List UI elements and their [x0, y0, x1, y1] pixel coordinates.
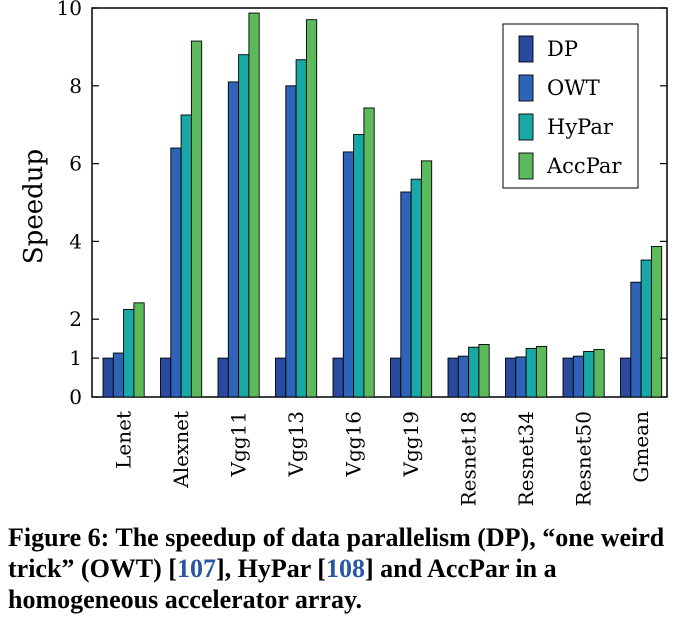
bar-hypar-lenet [123, 309, 135, 398]
y-tick-label: 6 [69, 152, 82, 176]
legend-label-dp: DP [547, 37, 578, 61]
bar-owt-resnet50 [572, 355, 585, 398]
bar-accpar-alexnet [190, 40, 203, 398]
bar-hypar-gmean [640, 259, 652, 398]
legend-swatch-dp [518, 35, 534, 63]
x-tick-label-gmean: Gmean [629, 411, 653, 483]
legend-swatch-owt [518, 74, 534, 102]
bar-dp-vgg13 [275, 357, 287, 398]
bar-accpar-resnet34 [535, 345, 548, 398]
bar-accpar-vgg11 [248, 12, 260, 398]
bar-owt-vgg13 [285, 85, 297, 398]
bar-accpar-lenet [133, 302, 145, 398]
bar-owt-resnet18 [457, 355, 470, 398]
bar-dp-vgg19 [390, 357, 402, 398]
bar-dp-lenet [102, 357, 114, 398]
bar-owt-alexnet [170, 147, 182, 398]
bar-hypar-resnet50 [583, 351, 595, 398]
y-tick-label: 1 [69, 346, 82, 370]
x-tick-label-resnet50: Resnet50 [572, 411, 596, 506]
bar-dp-vgg16 [332, 357, 344, 398]
caption-ref-107[interactable]: 107 [176, 554, 216, 583]
bar-accpar-gmean [650, 246, 663, 398]
bar-dp-resnet18 [447, 357, 459, 398]
x-tick-label-resnet18: Resnet18 [457, 411, 481, 506]
plot-frame [91, 7, 668, 398]
bar-accpar-resnet18 [478, 344, 490, 398]
bar-dp-resnet34 [505, 357, 517, 398]
y-tick-label: 2 [69, 307, 82, 331]
legend-label-accpar: AccPar [546, 154, 622, 178]
legend-swatch-hypar [518, 113, 534, 141]
caption-ref-108[interactable]: 108 [325, 554, 365, 583]
x-tick-label-lenet: Lenet [112, 411, 136, 469]
legend-swatch-accpar [518, 152, 534, 180]
y-tick-label: 0 [69, 385, 82, 409]
caption-prefix: Figure 6: The speedup of data parallelis… [8, 523, 665, 583]
bar-hypar-vgg11 [238, 54, 250, 398]
caption-middle: ], HyPar [ [215, 554, 326, 583]
bar-owt-lenet [112, 352, 125, 398]
bar-hypar-vgg16 [353, 133, 365, 398]
y-tick-label: 10 [57, 0, 82, 20]
x-tick-label-vgg11: Vgg11 [227, 411, 251, 478]
x-tick-label-alexnet: Alexnet [169, 411, 193, 489]
bar-owt-vgg11 [227, 81, 240, 398]
bar-accpar-resnet50 [593, 349, 605, 398]
bar-dp-resnet50 [562, 357, 574, 398]
bar-owt-vgg16 [342, 151, 355, 398]
y-tick-label: 8 [69, 74, 82, 98]
bar-accpar-vgg19 [420, 160, 433, 398]
bar-accpar-vgg16 [363, 107, 375, 398]
bar-hypar-vgg13 [295, 59, 307, 398]
bar-dp-alexnet [160, 357, 172, 398]
x-tick-label-vgg19: Vgg19 [399, 411, 423, 478]
caption-suffix: ] and AccPar in a homogeneous accelerato… [8, 554, 557, 614]
x-tick-label-resnet34: Resnet34 [514, 411, 538, 506]
bar-dp-vgg11 [217, 357, 229, 398]
bar-hypar-resnet18 [468, 346, 480, 398]
bar-hypar-alexnet [180, 114, 192, 398]
legend-label-owt: OWT [547, 76, 600, 100]
y-tick-label: 4 [69, 229, 82, 253]
bar-hypar-resnet34 [525, 347, 537, 398]
legend-label-hypar: HyPar [547, 115, 614, 139]
bar-owt-gmean [630, 281, 642, 398]
bar-hypar-vgg19 [410, 178, 422, 398]
x-tick-label-vgg13: Vgg13 [284, 411, 308, 478]
bar-owt-vgg19 [400, 191, 412, 398]
bar-owt-resnet34 [515, 356, 527, 398]
bar-accpar-vgg13 [305, 19, 318, 398]
figure-caption: Figure 6: The speedup of data parallelis… [8, 522, 688, 615]
speedup-bar-chart: 0 1 2 4 6 8 10 Lenet Alexnet Vgg11 Vgg13 Vgg16 Vgg1… [19, 0, 668, 506]
y-axis-label: Speedup [19, 149, 49, 264]
bar-dp-gmean [620, 357, 632, 398]
legend: DP OWT HyPar AccPar [502, 23, 639, 189]
x-tick-label-vgg16: Vgg16 [342, 411, 366, 478]
